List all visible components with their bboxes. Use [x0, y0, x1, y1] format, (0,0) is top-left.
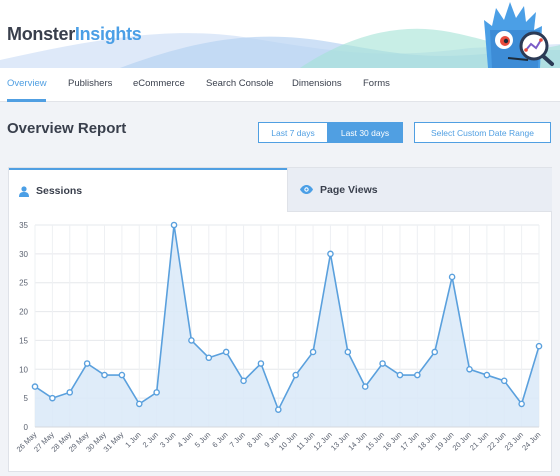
data-point [309, 348, 317, 356]
data-point [396, 371, 404, 379]
y-tick-label: 35 [19, 221, 28, 230]
x-tick-label: 16 Jun [381, 430, 403, 452]
custom-date-range-button[interactable]: Select Custom Date Range [414, 122, 551, 143]
data-point [327, 250, 334, 258]
y-tick-label: 30 [19, 250, 28, 259]
tab-page-views-label: Page Views [320, 183, 378, 196]
x-tick-label: 2 Jun [141, 430, 160, 449]
monster-mascot-icon [484, 2, 554, 68]
x-tick-label: 12 Jun [312, 430, 334, 452]
data-point [257, 360, 265, 367]
data-point [240, 377, 247, 385]
x-tick-label: 1 Jun [123, 430, 142, 449]
x-tick-label: 22 Jun [485, 430, 507, 452]
y-tick-label: 25 [19, 279, 28, 288]
data-point [535, 342, 543, 350]
x-tick-label: 3 Jun [158, 430, 177, 449]
data-point [222, 348, 230, 356]
y-tick-label: 5 [24, 394, 29, 403]
active-tab-indicator [7, 99, 46, 102]
data-point [205, 354, 213, 362]
nav-tab-publishers[interactable]: Publishers [68, 78, 113, 89]
data-point [483, 371, 491, 379]
x-tick-label: 23 Jun [503, 430, 525, 452]
x-tick-label: 10 Jun [277, 430, 299, 452]
series-area [35, 225, 539, 427]
x-tick-label: 4 Jun [175, 430, 194, 449]
last-30-days-button[interactable]: Last 30 days [327, 122, 403, 143]
data-point [518, 400, 525, 408]
eye-icon [300, 185, 313, 194]
data-point [170, 221, 178, 229]
data-point [83, 360, 91, 367]
data-point [344, 348, 352, 356]
data-point [361, 383, 369, 390]
x-tick-label: 18 Jun [416, 430, 438, 452]
data-point [66, 389, 74, 396]
x-tick-label: 5 Jun [193, 430, 212, 449]
nav-tab-dimensions[interactable]: Dimensions [292, 78, 342, 89]
data-point [101, 371, 108, 379]
data-point [31, 383, 39, 390]
x-tick-label: 21 Jun [468, 430, 490, 452]
report-nav: Overview Publishers eCommerce Search Con… [0, 68, 560, 102]
x-tick-label: 24 Jun [520, 430, 542, 452]
x-tick-label: 8 Jun [245, 430, 264, 449]
nav-tab-ecommerce[interactable]: eCommerce [133, 78, 185, 89]
x-tick-label: 13 Jun [329, 430, 351, 452]
y-tick-label: 20 [19, 308, 28, 317]
data-point [49, 394, 56, 402]
data-point [414, 371, 421, 379]
x-tick-label: 6 Jun [210, 430, 229, 449]
x-tick-label: 31 May [102, 430, 126, 454]
x-tick-label: 19 Jun [433, 430, 455, 452]
data-point [135, 400, 143, 408]
tab-sessions[interactable]: Sessions [9, 168, 287, 212]
tab-sessions-label: Sessions [36, 185, 83, 197]
tab-page-views[interactable]: Page Views [287, 168, 552, 212]
x-tick-label: 20 Jun [451, 430, 473, 452]
x-tick-label: 15 Jun [364, 430, 386, 452]
x-tick-label: 14 Jun [346, 430, 368, 452]
header-wave-decoration [0, 28, 560, 68]
last-7-days-button[interactable]: Last 7 days [258, 122, 328, 143]
y-tick-label: 10 [19, 365, 28, 374]
x-tick-label: 17 Jun [398, 430, 420, 452]
data-point [118, 371, 126, 379]
y-tick-label: 15 [19, 336, 28, 345]
app-logo[interactable]: MonsterInsights [7, 24, 142, 44]
app-header: MonsterInsights [0, 0, 560, 68]
data-point [292, 371, 299, 379]
data-point [188, 337, 195, 344]
data-point [379, 360, 386, 367]
nav-tab-search-console[interactable]: Search Console [206, 78, 274, 89]
data-point [153, 389, 160, 396]
data-point [500, 377, 508, 385]
data-point [466, 365, 473, 373]
nav-tab-overview[interactable]: Overview [7, 78, 47, 89]
x-tick-label: 7 Jun [228, 430, 247, 449]
nav-tab-forms[interactable]: Forms [363, 78, 390, 89]
page-title: Overview Report [7, 120, 127, 137]
user-icon [19, 185, 29, 197]
data-point [448, 273, 456, 281]
data-point [275, 406, 282, 413]
y-tick-label: 0 [24, 423, 29, 432]
data-point [431, 348, 439, 356]
